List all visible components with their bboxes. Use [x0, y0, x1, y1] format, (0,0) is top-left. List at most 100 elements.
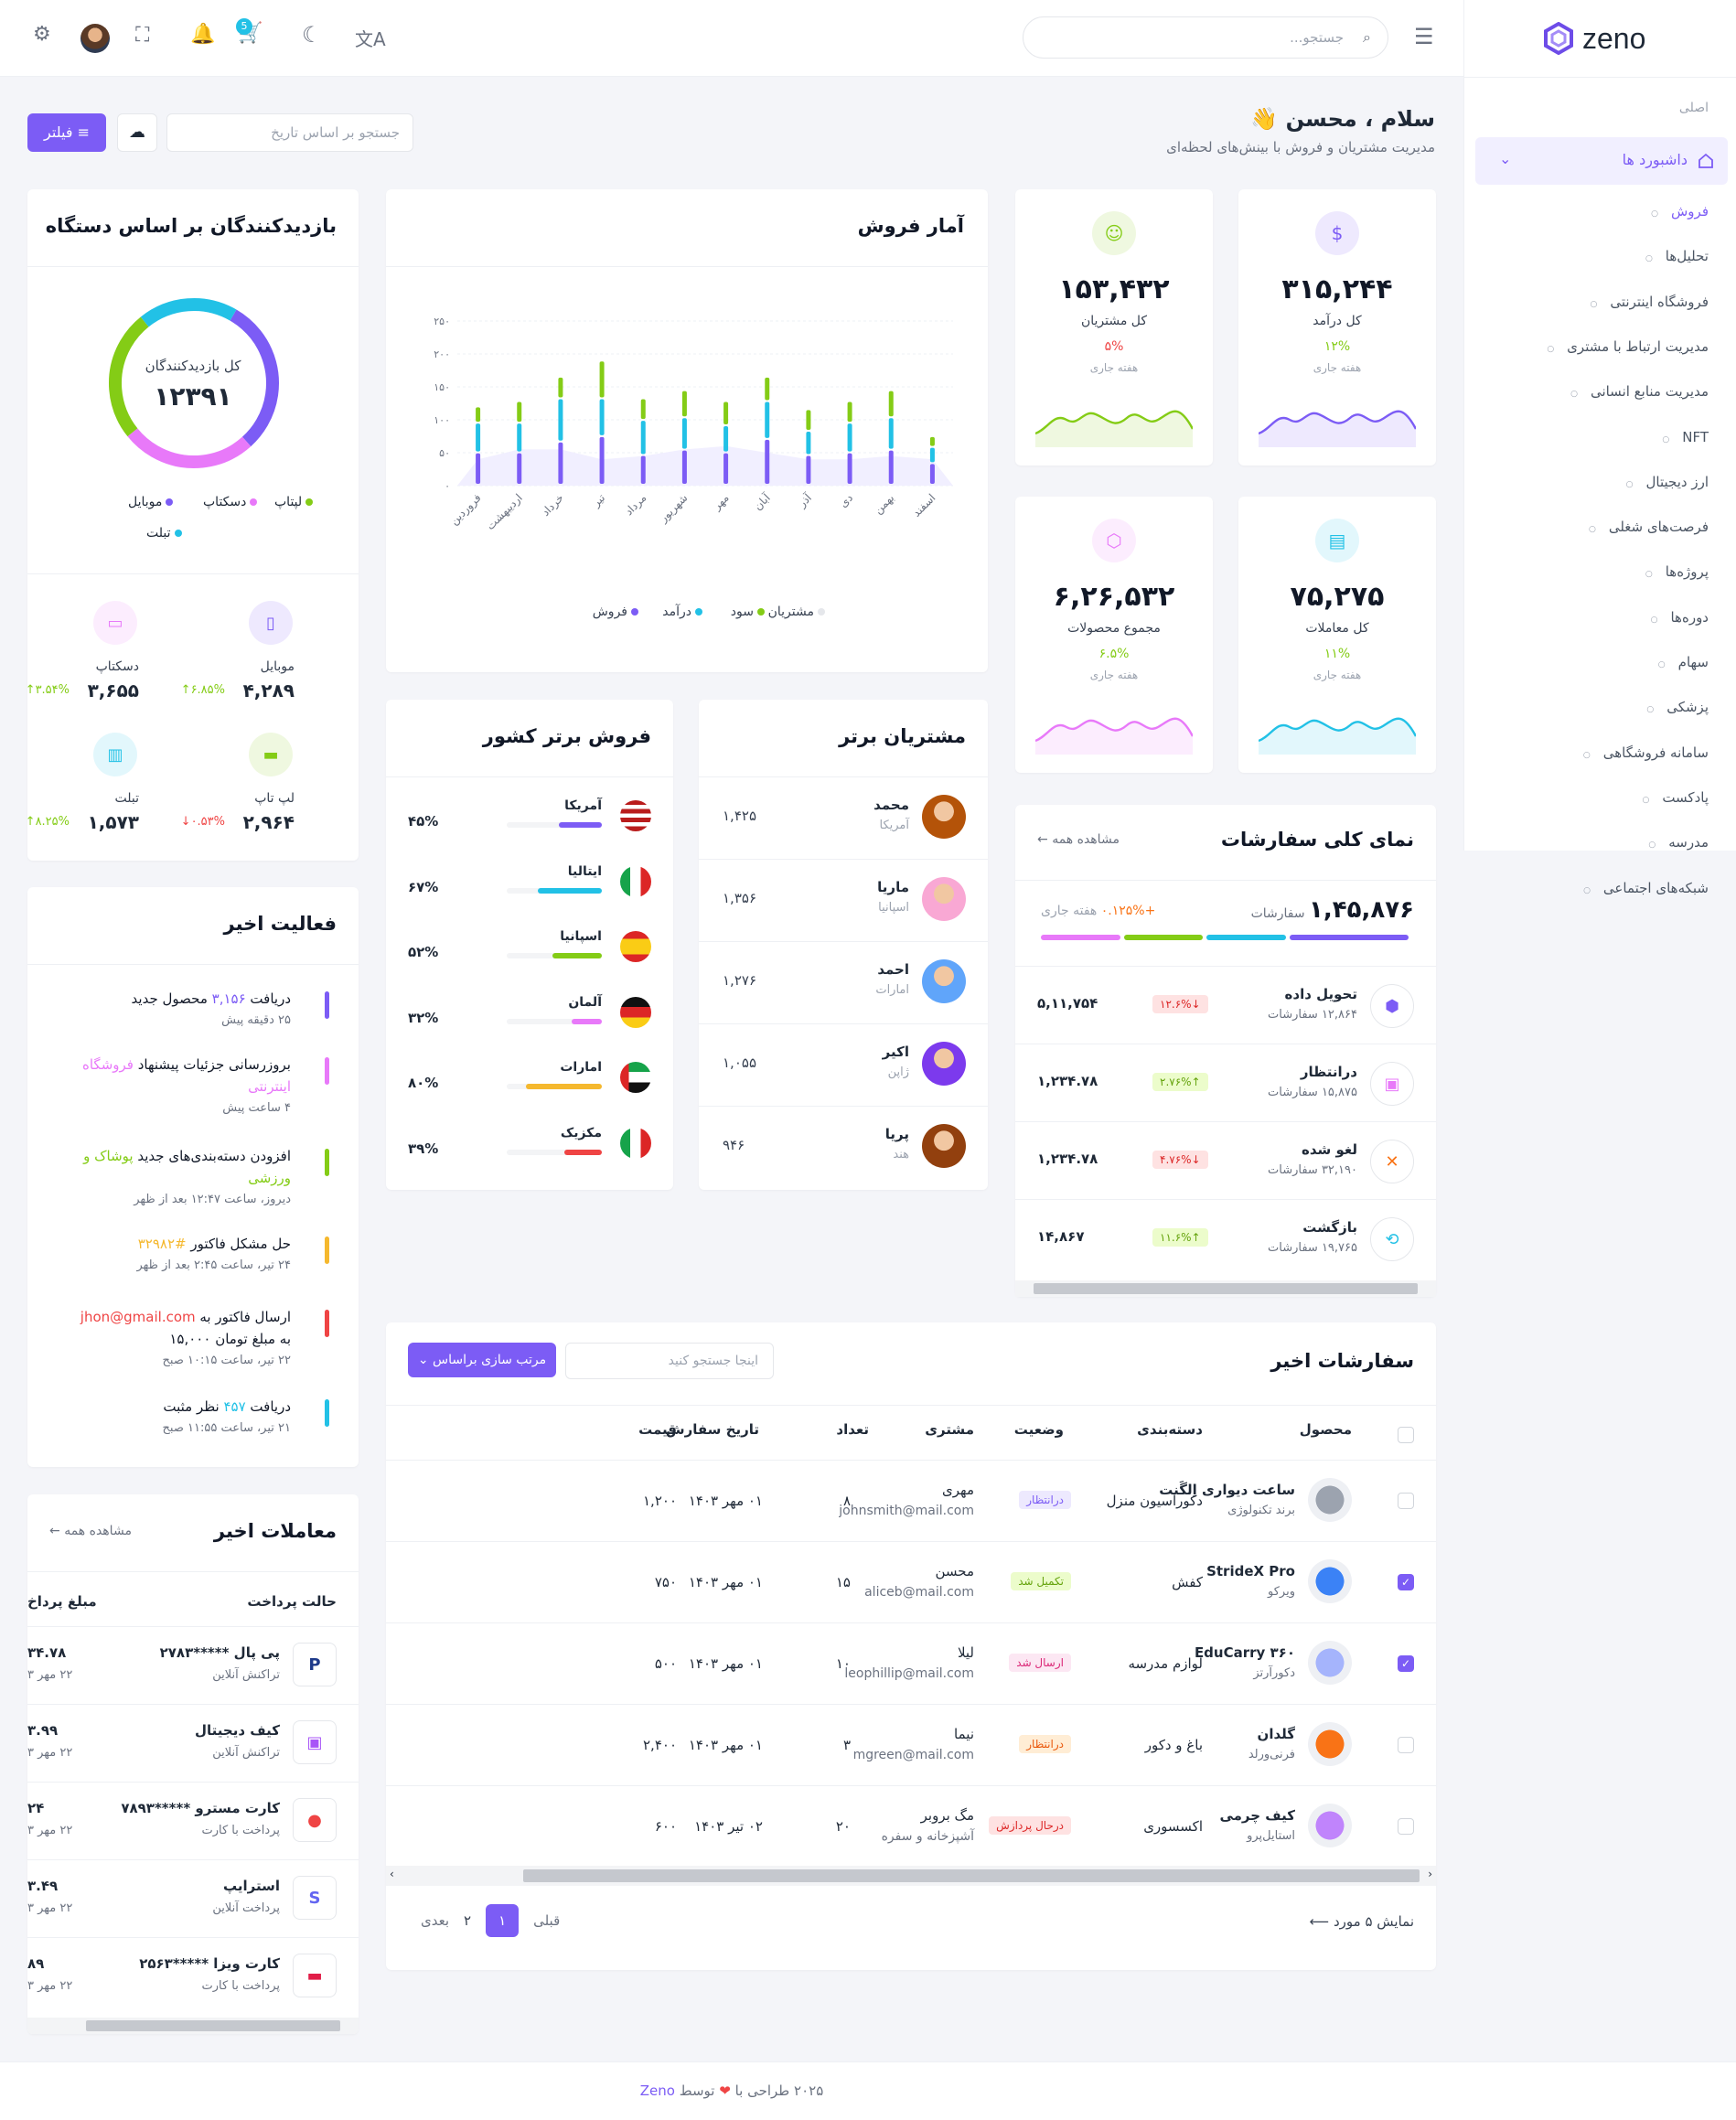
stat-change: ۱۲%: [1323, 339, 1351, 354]
row-checkbox[interactable]: [1398, 1818, 1414, 1835]
device-icon: ▭: [93, 601, 137, 645]
top-header: ☰ ⌕ جستجو... 文A ☾ 🛒 5 🔔 ⛶ ⚙: [0, 0, 1463, 77]
stat-icon: $: [1315, 211, 1359, 255]
order-quantity: ۱۰: [835, 1655, 851, 1672]
legend-dot: [250, 498, 258, 506]
transactions-see-all[interactable]: ← مشاهده همه: [49, 1524, 132, 1538]
column-header: محصول: [1299, 1421, 1352, 1438]
row-checkbox[interactable]: ✓: [1398, 1655, 1414, 1672]
see-all-link[interactable]: ← مشاهده همه: [1037, 832, 1120, 847]
sidebar-item[interactable]: فرصت‌های شغلی ○: [1589, 519, 1709, 541]
upload-button[interactable]: ☁: [117, 113, 157, 152]
activity-marker: [325, 991, 329, 1019]
search-input[interactable]: جستجو...: [1290, 29, 1344, 46]
row-checkbox[interactable]: [1398, 1493, 1414, 1509]
legend-dot: [174, 530, 182, 537]
flag-icon: [620, 1127, 651, 1159]
page-2-button[interactable]: ۲: [464, 1912, 472, 1929]
stat-change: ۱۱%: [1323, 647, 1351, 661]
transaction-date: ۲۲ مهر ۳: [27, 1901, 73, 1915]
bar-segment: [681, 450, 687, 484]
brand-logo[interactable]: zeno: [1542, 20, 1645, 57]
bar-segment: [723, 453, 729, 484]
devices-total-label: کل بازدیدکنندگان: [145, 358, 241, 374]
activity-text: دریافت ۳,۱۵۶ محصول جدید: [131, 990, 291, 1007]
bar-segment: [806, 410, 811, 430]
payment-icon: ▣: [293, 1720, 337, 1764]
sidebar-item[interactable]: NFT ○: [1662, 429, 1709, 451]
sidebar-item[interactable]: پزشکی ○: [1646, 699, 1709, 721]
flag-icon: [620, 931, 651, 962]
customer-row[interactable]: پریا هند ۹۴۶: [699, 1106, 988, 1188]
sidebar-item[interactable]: فروشگاه اینترنتی ○: [1591, 294, 1709, 316]
orders-scrollbar[interactable]: ‹ ›: [386, 1866, 1436, 1886]
bar-segment: [640, 399, 646, 420]
country-name: آلمان: [568, 994, 602, 1010]
sidebar-item[interactable]: فروش ○: [1651, 203, 1709, 225]
sidebar-item[interactable]: مدرسه ○: [1648, 834, 1709, 856]
search-box[interactable]: ⌕ جستجو...: [1023, 16, 1388, 59]
activity-text: افزودن دسته‌بندی‌های جدید پوشاک و ورزشی: [83, 1148, 291, 1186]
translate-icon[interactable]: 文A: [355, 28, 386, 50]
customer-row[interactable]: ماریا اسپانیا ۱,۳۵۶: [699, 859, 988, 941]
sidebar-item[interactable]: ارز دیجیتال ○: [1626, 474, 1709, 496]
avatar[interactable]: [80, 24, 110, 53]
orders-search-input[interactable]: اینجا جستجو کنید: [668, 1354, 758, 1368]
transactions-scrollbar[interactable]: [27, 2018, 359, 2034]
sidebar-item[interactable]: تحلیل‌ها ○: [1645, 248, 1709, 270]
sort-button[interactable]: مرتب سازی براساس ⌄: [408, 1343, 556, 1377]
country-name: مکزیک: [560, 1125, 602, 1140]
customer-row[interactable]: اکیر ژاپن ۱,۰۵۵: [699, 1023, 988, 1106]
sidebar-item[interactable]: شبکه‌های اجتماعی ○: [1583, 880, 1709, 902]
stat-change: ۶.۵%: [1098, 647, 1130, 661]
row-checkbox[interactable]: [1398, 1737, 1414, 1753]
page-1-button[interactable]: ۱: [486, 1904, 520, 1937]
x-tick-label: فروردین: [447, 491, 484, 528]
fullscreen-icon[interactable]: ⛶: [135, 24, 150, 47]
progress-fill: [564, 1149, 602, 1155]
sidebar-item[interactable]: مدیریت منابع انسانی ○: [1570, 383, 1709, 405]
filter-button[interactable]: فیلتر ≡: [27, 113, 106, 152]
sidebar-item[interactable]: سهام ○: [1658, 654, 1709, 676]
select-all-checkbox[interactable]: [1398, 1427, 1414, 1443]
sidebar-item[interactable]: پادکست ○: [1642, 789, 1709, 811]
bar-segment: [888, 450, 894, 484]
date-search-input[interactable]: جستجو بر اساس تاریخ: [271, 124, 400, 141]
bell-icon[interactable]: 🔔: [190, 23, 216, 46]
menu-icon[interactable]: ☰: [1414, 24, 1434, 49]
legend-label: مشتریان: [768, 605, 814, 619]
sidebar-item-label: سامانه فروشگاهی: [1602, 744, 1709, 761]
product-brand: استایل‌پرو: [1247, 1829, 1295, 1843]
gear-icon[interactable]: ⚙: [33, 23, 51, 46]
horizontal-scrollbar[interactable]: [1015, 1280, 1436, 1297]
customer-row[interactable]: محمد آمریکا ۱,۴۲۵: [699, 776, 988, 859]
transactions-title: معاملات اخیر: [213, 1520, 337, 1542]
prev-page-button[interactable]: قبلی: [533, 1912, 561, 1929]
sidebar-item[interactable]: مدیریت ارتباط با مشتری ○: [1547, 338, 1709, 360]
legend-item: موبایل: [128, 495, 174, 509]
date-search[interactable]: جستجو بر اساس تاریخ: [166, 113, 413, 152]
moon-icon[interactable]: ☾: [302, 22, 322, 48]
product-category: باغ و دکور: [1144, 1737, 1203, 1753]
product-brand: ویرکو: [1268, 1585, 1295, 1599]
customer-name: مهری: [942, 1482, 974, 1498]
next-page-button[interactable]: بعدی: [421, 1912, 450, 1929]
row-checkbox[interactable]: ✓: [1398, 1574, 1414, 1590]
sidebar-item[interactable]: پروژه‌ها ○: [1645, 563, 1709, 585]
transaction-name: استرایپ: [223, 1878, 280, 1894]
orders-search[interactable]: اینجا جستجو کنید: [565, 1343, 774, 1379]
customer-row[interactable]: احمد امارات ۱,۲۷۶: [699, 941, 988, 1023]
sales-chart-card: آمار فروش ۰ ۵۰ ۱۰۰ ۱۵۰ ۲۰۰ ۲۵۰ فروردین اردیبهشت…: [386, 189, 988, 672]
row-divider: [386, 1704, 1436, 1705]
y-tick-label: ۱۰۰: [434, 414, 450, 426]
sidebar-item[interactable]: سامانه فروشگاهی ○: [1583, 744, 1709, 766]
logo-icon: [1544, 22, 1573, 55]
sidebar-item[interactable]: دوره‌ها ○: [1651, 609, 1709, 631]
devices-total: ۱۲۳۹۱: [154, 381, 232, 412]
sidebar-item-dashboards[interactable]: ⌄ داشبورد ها: [1475, 137, 1728, 185]
bar-segment: [599, 399, 605, 435]
orders-progress: [1041, 935, 1409, 940]
y-tick-label: ۱۵۰: [434, 381, 450, 393]
avatar: [922, 1042, 966, 1086]
order-price: ۶۰۰: [654, 1818, 677, 1835]
